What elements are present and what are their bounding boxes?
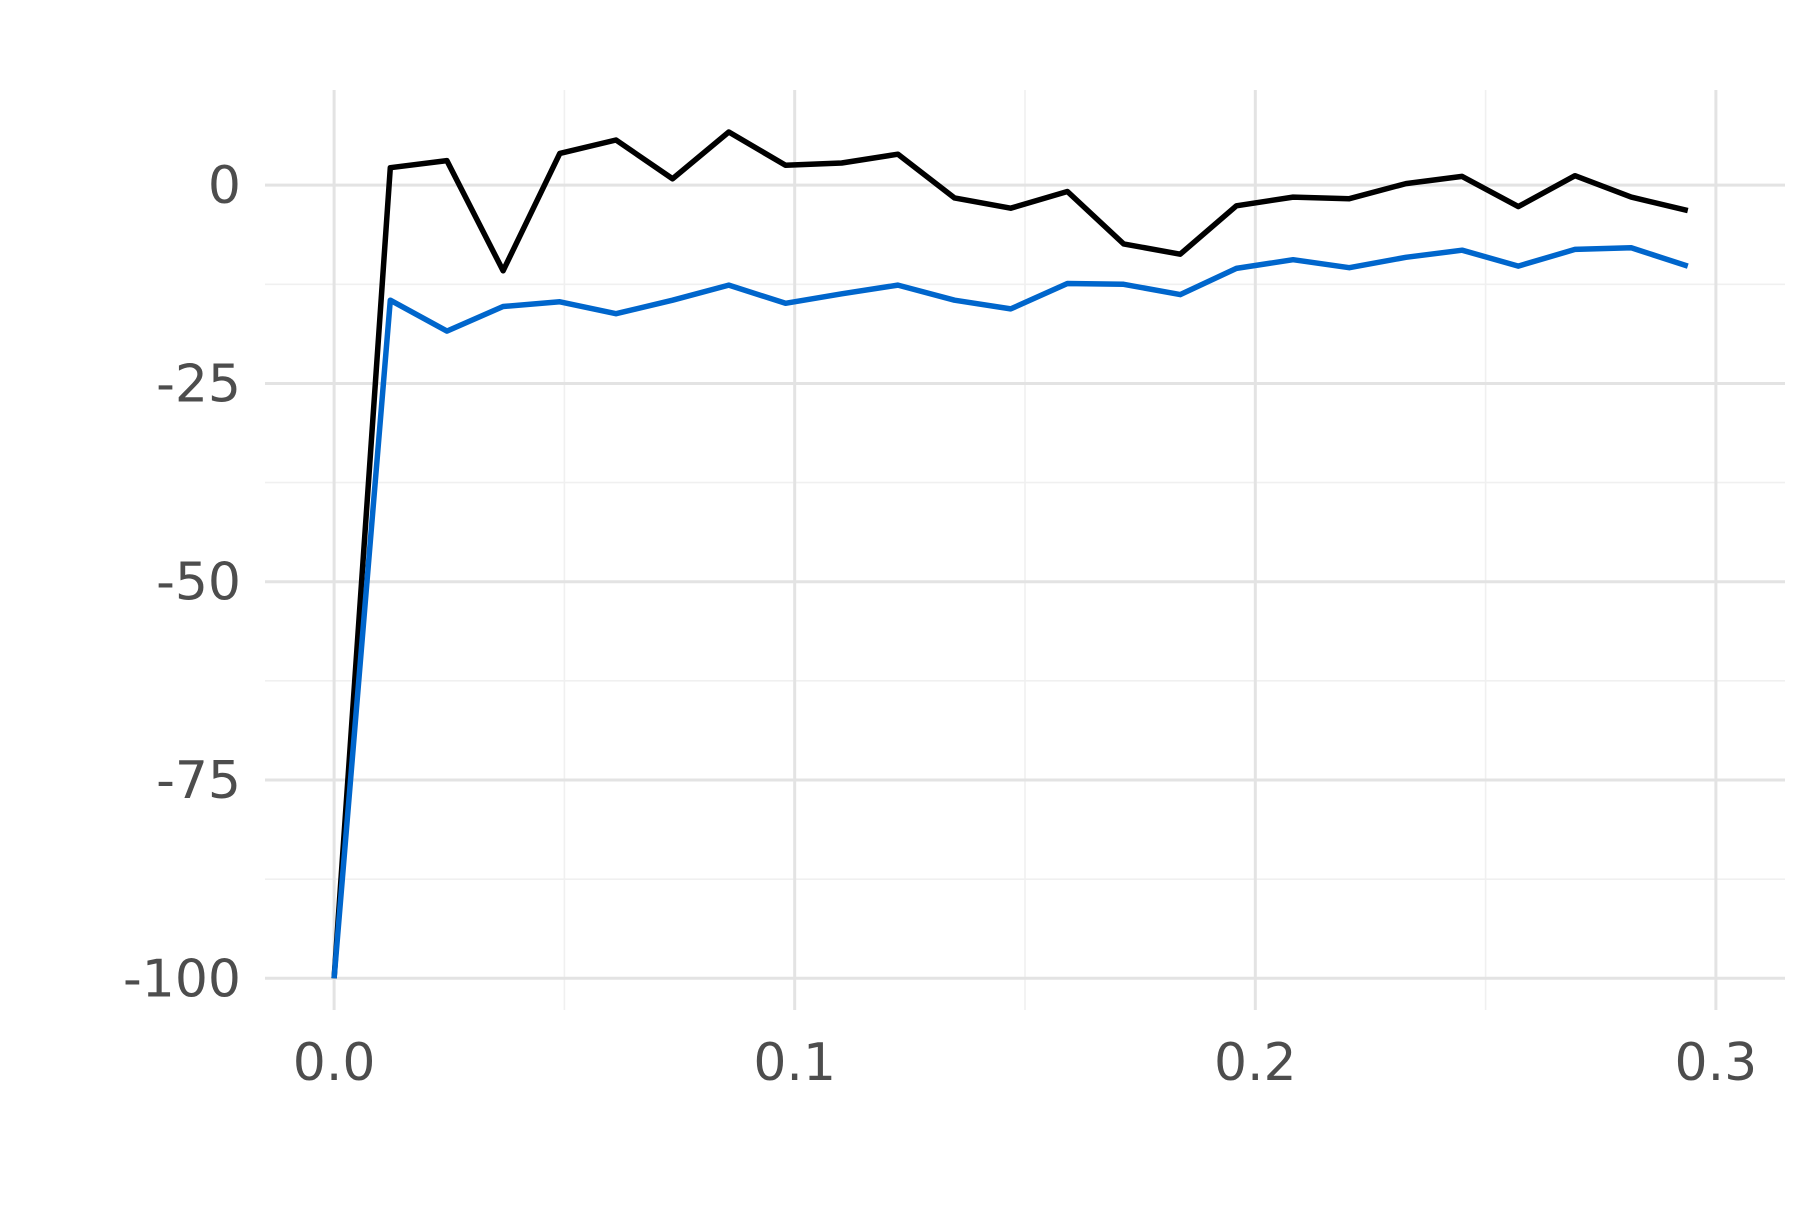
x-tick-label-1: 0.1 — [753, 1033, 836, 1093]
y-tick-label-2: -50 — [156, 553, 241, 613]
series-layer — [331, 129, 1689, 979]
y-tick-label-3: -75 — [156, 751, 241, 811]
x-tick-label-0: 0.0 — [293, 1033, 376, 1093]
series-line-0 — [331, 129, 1689, 979]
series-line-1 — [331, 245, 1689, 979]
major-gridlines — [265, 90, 1785, 1010]
y-tick-label-0: 0 — [208, 156, 241, 216]
x-tick-label-2: 0.2 — [1214, 1033, 1297, 1093]
x-axis-tick-labels: 0.0 0.1 0.2 0.3 — [293, 1033, 1758, 1093]
y-axis-tick-labels: 0 -25 -50 -75 -100 — [123, 156, 241, 1009]
x-tick-label-3: 0.3 — [1675, 1033, 1758, 1093]
minor-gridlines — [265, 90, 1785, 1010]
y-tick-label-1: -25 — [156, 354, 241, 414]
y-tick-label-4: -100 — [123, 949, 241, 1009]
